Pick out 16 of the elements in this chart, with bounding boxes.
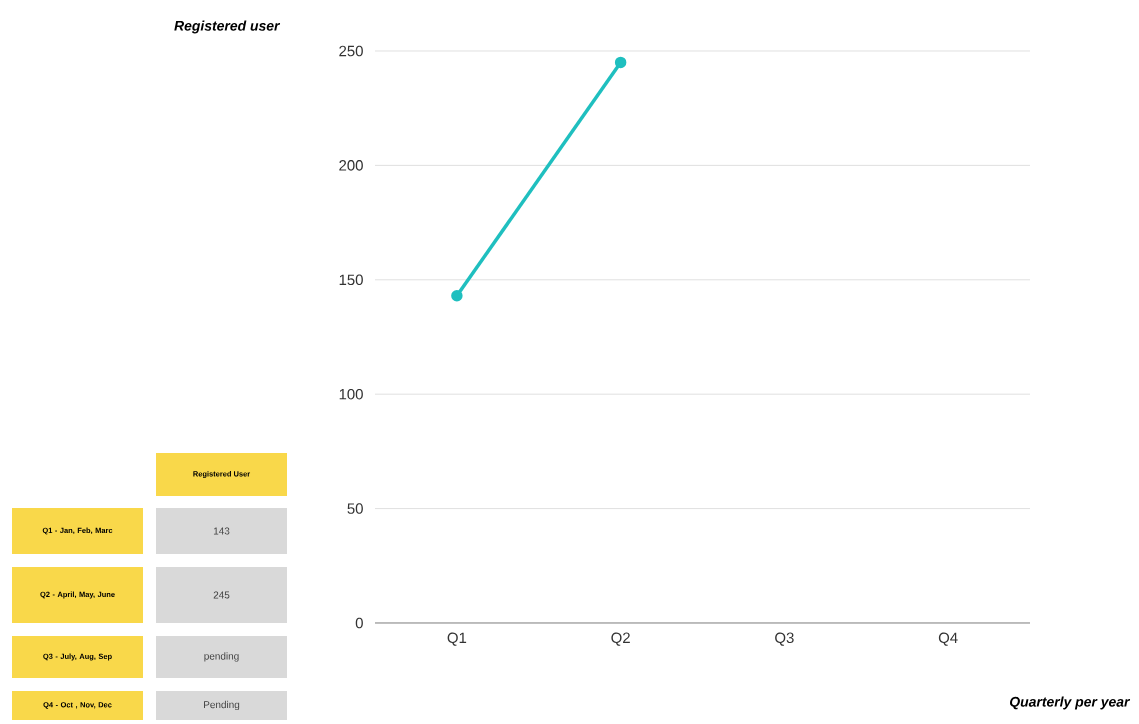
text: pending	[204, 652, 239, 662]
y-tick-label: 150	[339, 274, 363, 286]
x-tick-label: Q3	[775, 632, 794, 646]
y-axis-title: Registered user	[174, 20, 281, 34]
y-tick-label: 100	[339, 388, 363, 400]
x-tick-label: Q4	[938, 632, 958, 646]
text: 143	[213, 527, 230, 535]
y-tick-label: 50	[347, 503, 363, 514]
x-tick-label: Q1	[447, 632, 467, 646]
text: Pending	[204, 700, 240, 711]
x-tick-label: Q2	[611, 632, 630, 646]
y-tick-label: 0	[355, 617, 363, 629]
y-tick-label: 250	[339, 45, 363, 57]
x-axis-title: Quarterly per year	[1010, 696, 1131, 710]
text: 245	[213, 591, 230, 599]
y-tick-label: 200	[339, 160, 363, 171]
